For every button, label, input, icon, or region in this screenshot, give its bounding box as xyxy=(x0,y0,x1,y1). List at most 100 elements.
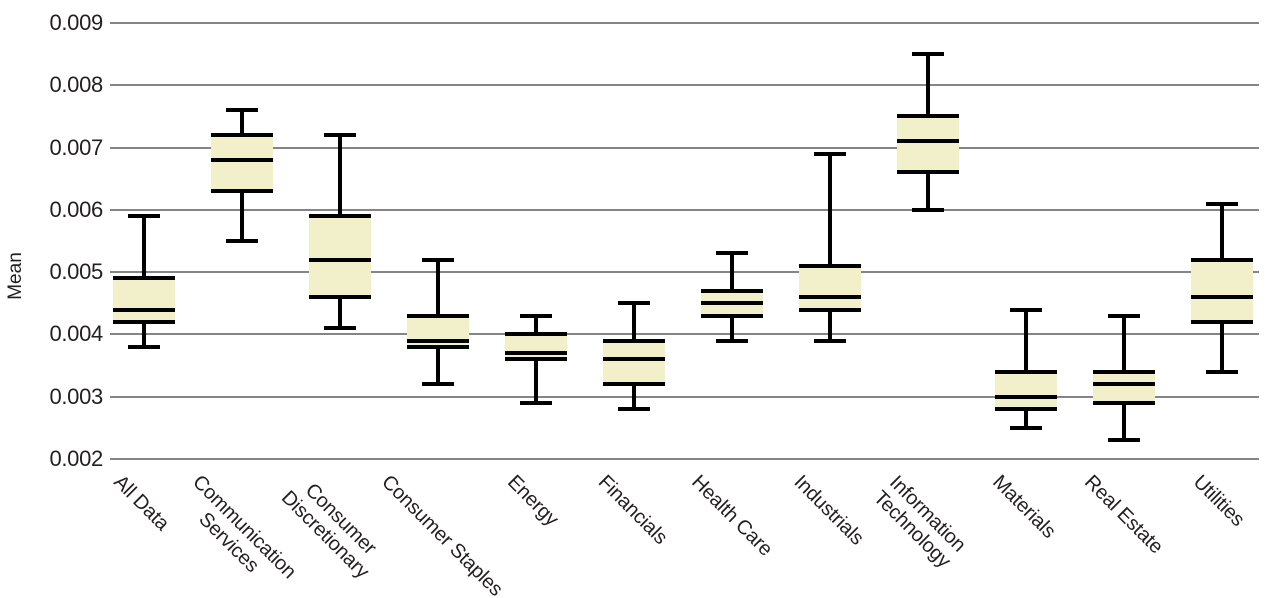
y-tick-label: 0.008 xyxy=(49,72,103,98)
whisker-cap-top xyxy=(716,251,748,256)
x-category-label: Real Estate xyxy=(1080,471,1168,559)
median-line xyxy=(1093,382,1155,387)
box-bottom-edge xyxy=(701,313,763,318)
gridline xyxy=(110,84,1259,87)
y-tick-label: 0.009 xyxy=(49,10,103,35)
box xyxy=(113,278,175,322)
whisker-cap-top xyxy=(128,214,160,219)
box-bottom-edge xyxy=(309,295,371,300)
box xyxy=(603,340,665,385)
gridline xyxy=(110,271,1259,274)
whisker-cap-bottom xyxy=(1206,369,1238,374)
x-category-label: All Data xyxy=(109,471,174,535)
x-category-label: Industrials xyxy=(789,471,868,550)
box-top-edge xyxy=(1191,257,1253,262)
x-category-label: Health Care xyxy=(687,471,777,561)
box xyxy=(799,265,861,310)
box xyxy=(505,334,567,360)
median-line xyxy=(603,357,665,362)
box-bottom-edge xyxy=(603,382,665,387)
gridline xyxy=(110,458,1259,460)
box-top-edge xyxy=(701,288,763,293)
median-line xyxy=(701,301,763,306)
box-top-edge xyxy=(603,338,665,343)
box-bottom-edge xyxy=(211,189,273,194)
whisker-cap-top xyxy=(618,301,650,306)
box-top-edge xyxy=(897,114,959,119)
gridline xyxy=(110,146,1259,149)
whisker-cap-bottom xyxy=(226,239,258,243)
whisker-cap-top xyxy=(1010,307,1042,312)
gridline xyxy=(110,208,1259,211)
y-tick-label: 0.003 xyxy=(49,383,103,409)
whisker-stem xyxy=(828,153,832,341)
box-bottom-edge xyxy=(799,307,861,312)
box xyxy=(1191,259,1253,322)
x-category-label: Materials xyxy=(988,471,1060,543)
whisker-cap-top xyxy=(520,313,552,318)
median-line xyxy=(799,295,861,300)
x-category-label: Energy xyxy=(503,471,563,531)
gridline xyxy=(110,395,1259,398)
whisker-cap-top xyxy=(1206,201,1238,206)
whisker-cap-bottom xyxy=(814,338,846,343)
median-line xyxy=(505,351,567,356)
box xyxy=(309,216,371,298)
box-top-edge xyxy=(799,263,861,268)
whisker-cap-bottom xyxy=(912,207,944,212)
whisker-stem xyxy=(1024,309,1028,428)
whisker-cap-bottom xyxy=(716,338,748,343)
box-bottom-edge xyxy=(995,407,1057,412)
whisker-cap-top xyxy=(912,52,944,57)
box xyxy=(1093,371,1155,403)
box-bottom-edge xyxy=(1093,400,1155,405)
box-bottom-edge xyxy=(407,344,469,349)
whisker-cap-top xyxy=(1108,313,1140,318)
median-line xyxy=(309,257,371,262)
box-top-edge xyxy=(309,214,371,219)
y-tick-label: 0.006 xyxy=(49,196,103,222)
x-category-label: Consumer Staples xyxy=(377,471,507,598)
median-line xyxy=(211,158,273,163)
x-category-label: Utilities xyxy=(1188,471,1249,531)
box xyxy=(995,371,1057,410)
box xyxy=(211,135,273,192)
gridline xyxy=(110,333,1259,336)
whisker-cap-bottom xyxy=(618,407,650,412)
y-tick-label: 0.005 xyxy=(49,259,103,285)
box-top-edge xyxy=(505,332,567,337)
box-bottom-edge xyxy=(1191,319,1253,324)
y-tick-label: 0.004 xyxy=(49,321,103,347)
x-category-label: Communication Services xyxy=(188,471,301,583)
median-line xyxy=(113,307,175,312)
box-bottom-edge xyxy=(505,357,567,362)
whisker-cap-bottom xyxy=(1108,438,1140,443)
box xyxy=(897,116,959,173)
whisker-cap-top xyxy=(422,257,454,262)
box-top-edge xyxy=(1093,369,1155,374)
whisker-cap-top xyxy=(814,151,846,156)
box-bottom-edge xyxy=(113,319,175,324)
box-top-edge xyxy=(995,369,1057,374)
whisker-cap-bottom xyxy=(128,344,160,349)
box-top-edge xyxy=(211,133,273,138)
whisker-cap-bottom xyxy=(520,400,552,405)
box-top-edge xyxy=(113,276,175,281)
x-category-label: Information Technology xyxy=(868,471,970,573)
median-line xyxy=(897,139,959,144)
whisker-cap-top xyxy=(324,133,356,138)
median-line xyxy=(995,394,1057,399)
box-bottom-edge xyxy=(897,170,959,175)
y-tick-label: 0.002 xyxy=(49,446,103,471)
median-line xyxy=(1191,295,1253,300)
whisker-cap-bottom xyxy=(324,326,356,331)
gridline xyxy=(110,22,1259,24)
whisker-cap-bottom xyxy=(422,382,454,387)
box-top-edge xyxy=(407,313,469,318)
x-category-label: Financials xyxy=(593,471,672,549)
whisker-cap-top xyxy=(226,108,258,113)
median-line xyxy=(407,338,469,343)
whisker-cap-bottom xyxy=(1010,425,1042,430)
y-tick-label: 0.007 xyxy=(49,134,103,160)
